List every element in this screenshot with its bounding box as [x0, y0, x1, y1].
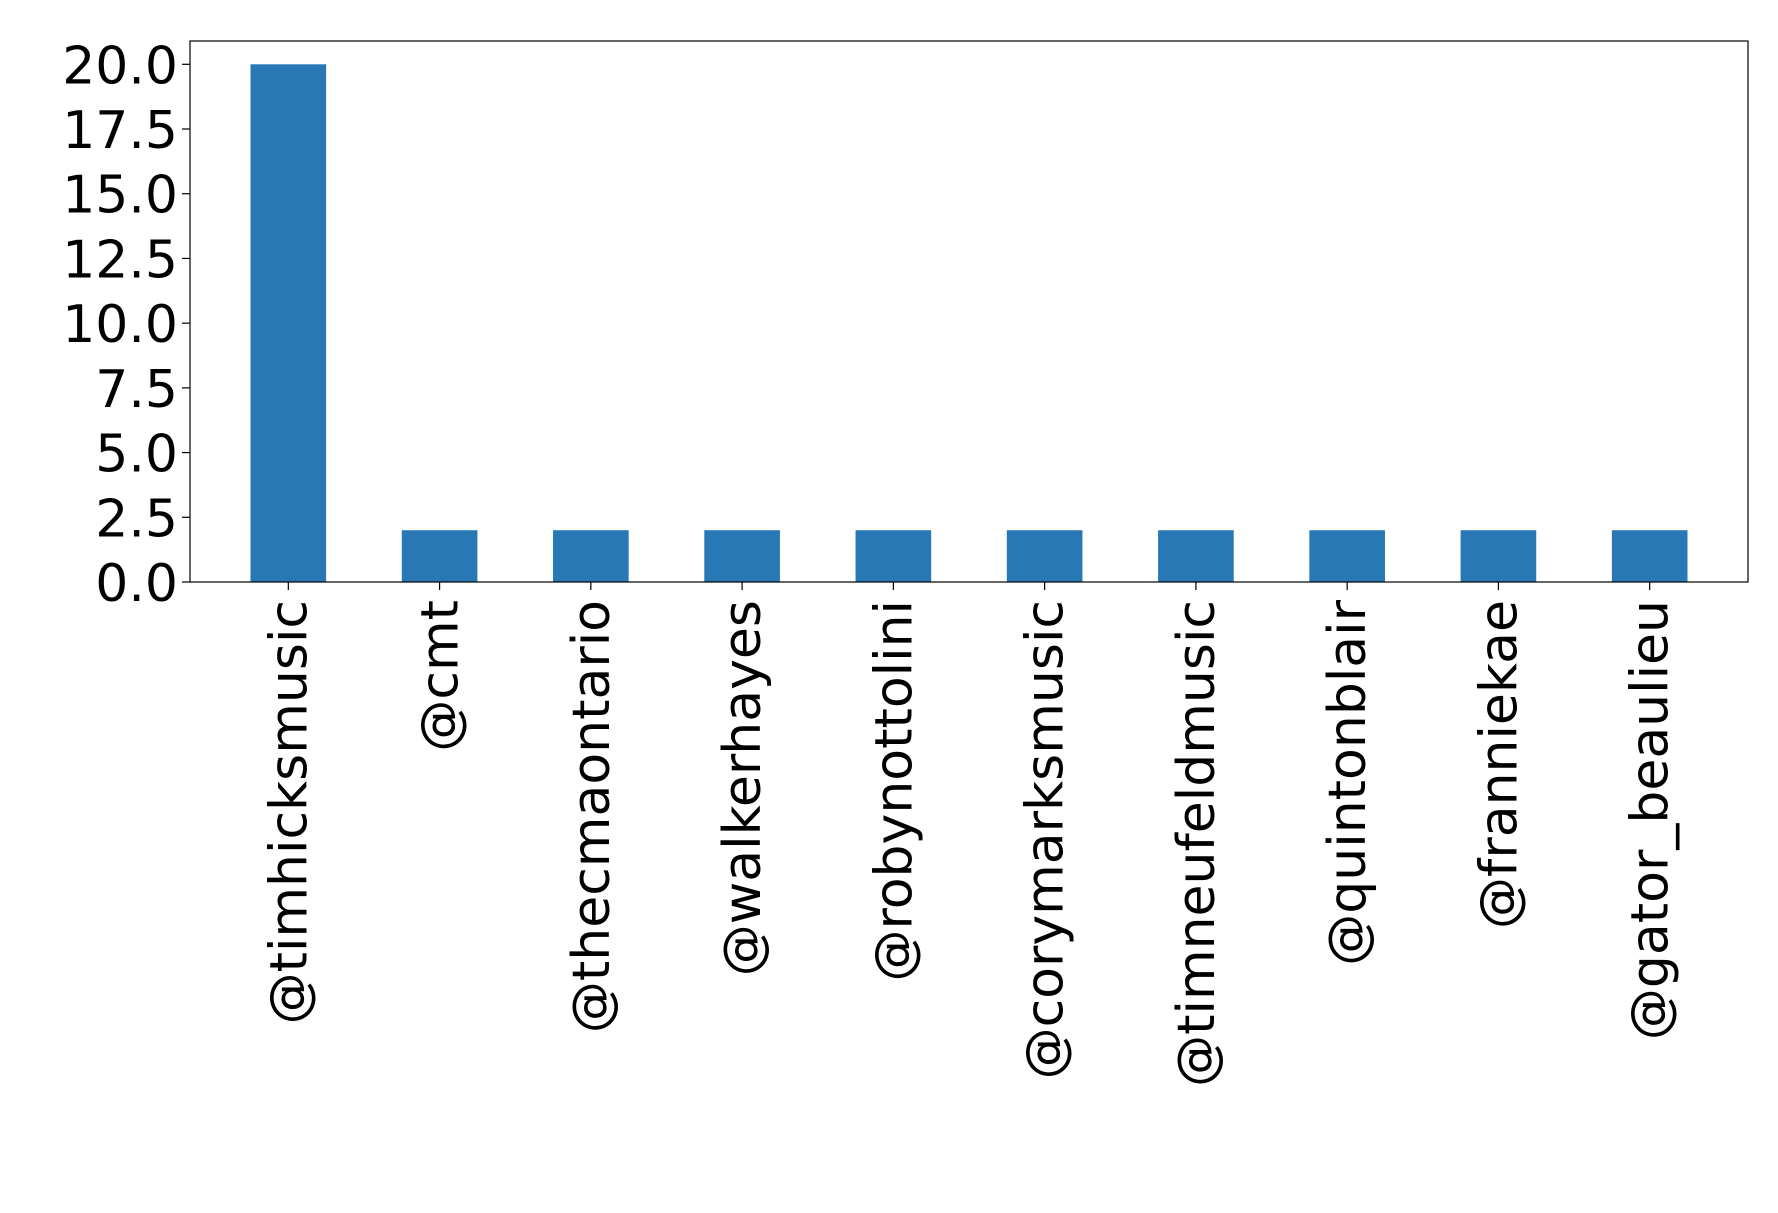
bar-walkerhayes [704, 530, 780, 582]
y-tick-label: 10.0 [62, 295, 178, 355]
x-tick-label: @corymarksmusic [1016, 600, 1076, 1079]
bar-robynottolini [855, 530, 932, 582]
bars-layer [250, 64, 1688, 583]
x-axis: @timhicksmusic @cmt @thecmaontario @walkerh… [259, 582, 1681, 1087]
x-tick-label: @thecmaontario [562, 600, 622, 1033]
y-tick-label: 15.0 [62, 166, 178, 226]
bar-corymarksmusic [1006, 530, 1083, 582]
x-tick-label: @walkerhayes [713, 600, 773, 976]
y-tick-label: 17.5 [62, 101, 178, 161]
x-tick-label: @timneufeldmusic [1167, 600, 1227, 1087]
bar-thecmaontario [553, 530, 629, 582]
x-tick-label: @cmt [411, 600, 471, 752]
bar-cmt [401, 530, 478, 582]
x-tick-label: @franniekae [1469, 600, 1529, 929]
x-tick-label: @quintonblair [1318, 599, 1378, 965]
bar-quintonblair [1309, 530, 1385, 582]
y-axis: 0.02.55.07.510.012.515.017.520.0 [62, 36, 190, 614]
x-tick-label: @robynottolini [864, 600, 924, 982]
bar-timneufeldmusic [1158, 530, 1234, 582]
bar-timhicksmusic [250, 64, 327, 583]
y-tick-label: 12.5 [62, 230, 178, 290]
y-tick-label: 20.0 [62, 36, 178, 96]
y-tick-label: 5.0 [95, 425, 178, 485]
y-tick-label: 7.5 [95, 360, 178, 420]
x-tick-label: @timhicksmusic [259, 600, 319, 1024]
x-tick-label: @gator_beaulieu [1621, 600, 1681, 1040]
plot-frame [189, 40, 1749, 583]
bar-gator_beaulieu [1611, 530, 1688, 582]
y-tick-label: 2.5 [95, 489, 178, 549]
y-tick-label: 0.0 [95, 554, 178, 614]
bar-franniekae [1460, 530, 1537, 582]
